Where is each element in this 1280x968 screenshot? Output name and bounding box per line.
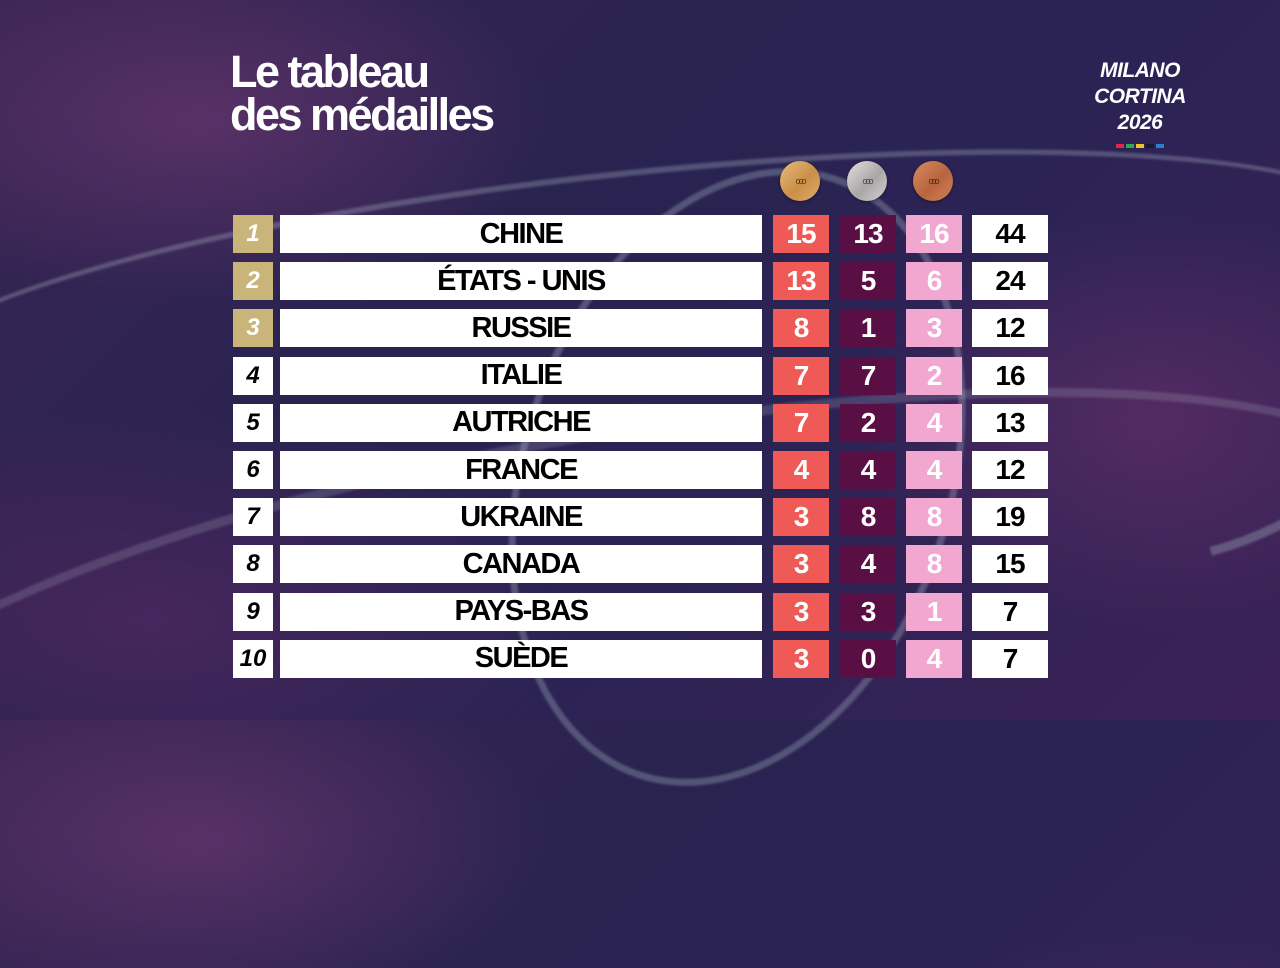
total-count: 15 <box>972 545 1048 584</box>
color-bar-segment <box>1126 144 1134 148</box>
total-count: 13 <box>972 403 1048 442</box>
silver-count: 3 <box>840 592 896 631</box>
table-row: 6 FRANCE 4 4 4 12 <box>233 451 1048 489</box>
total-count: 24 <box>972 262 1048 301</box>
table-row: 4 ITALIE 7 7 2 16 <box>233 356 1048 395</box>
color-bar-segment <box>1146 144 1154 148</box>
table-row: 2 ÉTATS - UNIS 13 5 6 24 <box>233 262 1048 301</box>
gold-count: 7 <box>773 356 829 395</box>
bronze-count: 8 <box>906 498 962 537</box>
silver-count: 1 <box>840 309 896 348</box>
gold-count: 15 <box>773 215 829 253</box>
gold-count: 3 <box>773 498 829 537</box>
table-row: 1 CHINE 15 13 16 44 <box>233 215 1048 253</box>
bronze-count: 1 <box>906 592 962 631</box>
bronze-count: 3 <box>906 309 962 348</box>
bronze-count: 6 <box>906 262 962 301</box>
rank-cell: 10 <box>233 639 273 678</box>
title-line-1: Le tableau <box>230 46 430 97</box>
total-count: 7 <box>972 639 1048 678</box>
total-count: 44 <box>972 215 1048 253</box>
gold-count: 7 <box>773 403 829 442</box>
gold-count: 3 <box>773 592 829 631</box>
event-line-2: CORTINA <box>1094 85 1186 108</box>
total-count: 12 <box>972 451 1048 489</box>
country-name: ÉTATS - UNIS <box>280 262 762 301</box>
rank-cell: 5 <box>233 403 273 442</box>
rank-cell: 4 <box>233 356 273 395</box>
silver-count: 7 <box>840 356 896 395</box>
bronze-count: 4 <box>906 639 962 678</box>
event-logo: MILANO CORTINA 2026 <box>1080 58 1200 148</box>
country-name: PAYS-BAS <box>280 592 762 631</box>
country-name: AUTRICHE <box>280 403 762 442</box>
table-row: 5 AUTRICHE 7 2 4 13 <box>233 403 1048 442</box>
total-count: 19 <box>972 498 1048 537</box>
bronze-count: 2 <box>906 356 962 395</box>
rank-cell: 9 <box>233 592 273 631</box>
rank-cell: 8 <box>233 545 273 584</box>
table-row: 8 CANADA 3 4 8 15 <box>233 545 1048 584</box>
rank-cell: 2 <box>233 262 273 301</box>
bronze-count: 4 <box>906 403 962 442</box>
gold-count: 3 <box>773 639 829 678</box>
color-bar-segment <box>1116 144 1124 148</box>
page-title: Le tableau des médailles <box>230 46 495 140</box>
gold-count: 3 <box>773 545 829 584</box>
gold-medal-icon: ooo <box>780 161 820 201</box>
silver-count: 4 <box>840 451 896 489</box>
total-count: 7 <box>972 592 1048 631</box>
rank-cell: 7 <box>233 498 273 537</box>
color-bar-segment <box>1156 144 1164 148</box>
country-name: SUÈDE <box>280 639 762 678</box>
silver-count: 4 <box>840 545 896 584</box>
silver-count: 13 <box>840 215 896 253</box>
rank-cell: 1 <box>233 215 273 253</box>
silver-count: 2 <box>840 403 896 442</box>
table-row: 10 SUÈDE 3 0 4 7 <box>233 639 1048 678</box>
table-row: 9 PAYS-BAS 3 3 1 7 <box>233 592 1048 631</box>
silver-count: 5 <box>840 262 896 301</box>
table-row: 7 UKRAINE 3 8 8 19 <box>233 498 1048 537</box>
event-line-3: 2026 <box>1117 111 1163 134</box>
rank-cell: 6 <box>233 451 273 489</box>
bronze-count: 8 <box>906 545 962 584</box>
country-name: RUSSIE <box>280 309 762 348</box>
country-name: UKRAINE <box>280 498 762 537</box>
rank-cell: 3 <box>233 309 273 348</box>
bronze-count: 16 <box>906 215 962 253</box>
country-name: CHINE <box>280 215 762 253</box>
country-name: FRANCE <box>280 451 762 489</box>
country-name: CANADA <box>280 545 762 584</box>
country-name: ITALIE <box>280 356 762 395</box>
table-row: 3 RUSSIE 8 1 3 12 <box>233 309 1048 348</box>
gold-count: 13 <box>773 262 829 301</box>
total-count: 16 <box>972 356 1048 395</box>
gold-count: 4 <box>773 451 829 489</box>
silver-count: 0 <box>840 639 896 678</box>
gold-count: 8 <box>773 309 829 348</box>
bronze-medal-icon: ooo <box>913 161 953 201</box>
color-bar-segment <box>1136 144 1144 148</box>
total-count: 12 <box>972 309 1048 348</box>
silver-medal-icon: ooo <box>847 161 887 201</box>
event-color-bar <box>1080 144 1200 148</box>
event-line-1: MILANO <box>1100 59 1180 82</box>
bronze-count: 4 <box>906 451 962 489</box>
title-line-2: des médailles <box>230 89 495 140</box>
silver-count: 8 <box>840 498 896 537</box>
